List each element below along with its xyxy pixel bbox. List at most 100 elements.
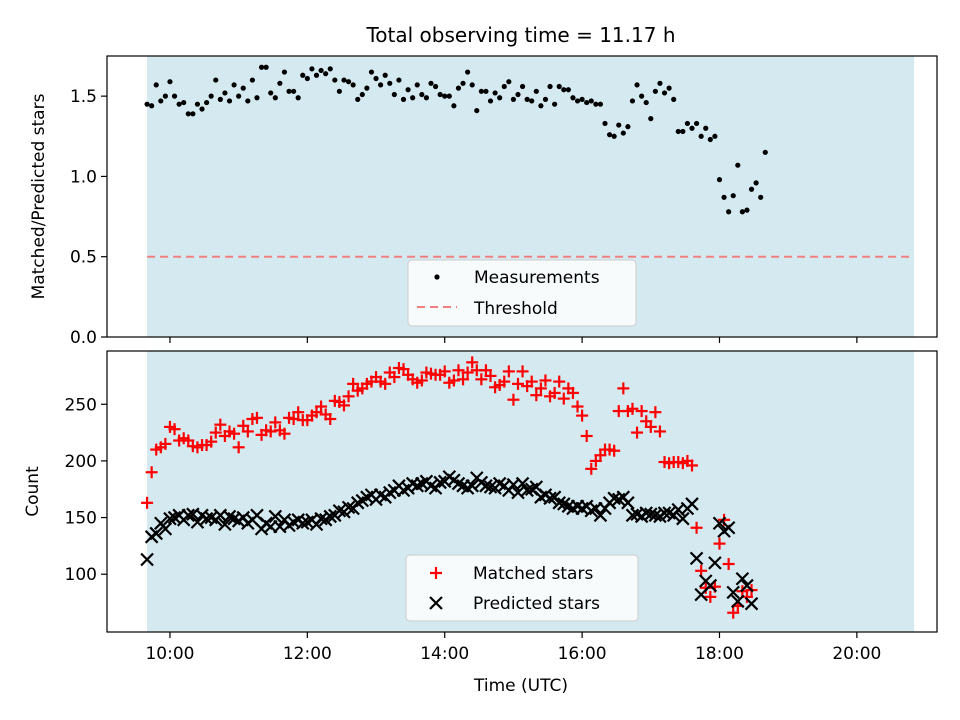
- bottom-y-tick-label: 250: [65, 395, 97, 415]
- x-stroke-b: [731, 594, 745, 609]
- measurement-point: [478, 88, 484, 94]
- matched-star-point: [649, 406, 662, 419]
- measurement-point: [181, 99, 187, 106]
- measurement-point: [584, 99, 590, 106]
- measurement-point: [236, 93, 242, 99]
- top-x-ticks: [169, 337, 858, 343]
- x-stroke-b: [433, 475, 447, 490]
- matched-star-point: [475, 373, 488, 386]
- predicted-star-point: [726, 585, 740, 600]
- x-stroke-b: [451, 476, 466, 491]
- matched-star-point: [516, 365, 529, 378]
- x-stroke-b: [227, 511, 241, 526]
- measurement-point: [423, 95, 430, 101]
- measurement-point: [281, 69, 288, 75]
- bottom-y-axis-label: Count: [23, 466, 43, 517]
- measurement-point: [382, 72, 388, 78]
- predicted-star-point: [520, 483, 534, 498]
- measurement-point: [639, 93, 645, 99]
- matched-star-point: [250, 411, 263, 424]
- matched-star-point: [635, 405, 648, 418]
- matched-star-point: [534, 382, 547, 395]
- top-panel: 0.0 0.5 1.0 1.5 Matched/Predicted stars Mea…: [29, 55, 938, 348]
- top-legend-box: [407, 259, 637, 327]
- matched-star-point: [228, 427, 241, 440]
- measurement-point: [735, 162, 741, 168]
- measurement-point: [524, 96, 530, 102]
- matched-star-point: [438, 365, 451, 378]
- measurement-point: [442, 93, 448, 99]
- measurement-point: [378, 82, 384, 88]
- matched-star-point: [530, 389, 543, 402]
- matched-star-point: [484, 369, 497, 382]
- measurement-point: [680, 128, 686, 135]
- x-stroke-b: [557, 497, 571, 511]
- legend-matched-label: Matched stars: [473, 564, 593, 584]
- matched-star-point: [159, 437, 172, 450]
- legend-threshold-label: Threshold: [473, 299, 558, 319]
- matched-star-point: [653, 425, 666, 438]
- measurement-point: [258, 64, 265, 70]
- measurement-point: [240, 85, 246, 91]
- matched-star-point: [525, 375, 538, 388]
- predicted-star-points: [140, 469, 759, 611]
- measurement-point: [277, 80, 283, 86]
- measurement-point: [460, 80, 466, 86]
- predicted-star-point: [140, 552, 154, 567]
- matched-star-point: [342, 390, 355, 403]
- predicted-star-point: [721, 520, 736, 535]
- matched-star-point: [466, 356, 479, 369]
- measurement-point: [162, 93, 168, 99]
- measurement-point: [405, 87, 411, 93]
- bottom-axes-frame: [106, 350, 938, 633]
- measurement-point: [570, 95, 576, 101]
- measurement-point: [373, 75, 379, 82]
- x-tick-label: 14:00: [420, 644, 469, 664]
- measurement-point: [648, 116, 654, 122]
- measurement-point: [465, 69, 471, 75]
- x-stroke-b: [515, 476, 530, 491]
- legend-predicted-label: Predicted stars: [473, 594, 600, 614]
- measurement-point: [304, 75, 310, 82]
- matched-star-point: [264, 425, 277, 438]
- predicted-star-point: [703, 578, 718, 593]
- x-stroke-b: [726, 585, 740, 600]
- x-tick-label: 10:00: [145, 644, 194, 664]
- matched-star-point: [722, 558, 735, 571]
- x-stroke-b: [621, 496, 635, 510]
- measurement-point: [593, 101, 599, 107]
- matched-star-point: [141, 496, 154, 509]
- measurement-point: [318, 67, 324, 74]
- measurement-point: [748, 186, 755, 192]
- top-y-tick-label: 1.0: [70, 167, 97, 187]
- measurement-point: [455, 85, 462, 91]
- predicted-star-point: [543, 491, 557, 506]
- legend-measurements-label: Measurements: [474, 268, 600, 288]
- x-stroke-b: [323, 509, 338, 524]
- x-axis-label: Time (UTC): [473, 676, 568, 696]
- measurement-point: [506, 79, 512, 85]
- measurement-point: [552, 101, 558, 107]
- measurement-point: [657, 80, 663, 86]
- matched-star-point: [214, 418, 227, 431]
- matched-star-point: [507, 393, 520, 406]
- measurement-point: [501, 83, 507, 90]
- measurement-point: [176, 101, 182, 107]
- measurement-point: [144, 101, 150, 107]
- x-stroke-b: [483, 480, 498, 494]
- x-tick-label: 18:00: [695, 644, 744, 664]
- measurement-point: [272, 95, 278, 101]
- measurement-point: [574, 98, 581, 104]
- measurement-point: [547, 83, 553, 90]
- legend-predicted-marker: [429, 596, 443, 610]
- matched-star-point: [502, 365, 515, 378]
- measurement-point: [588, 98, 594, 104]
- x-stroke-b: [140, 552, 154, 567]
- predicted-star-point: [465, 479, 479, 493]
- measurement-point: [510, 96, 517, 102]
- matched-star-point: [699, 581, 712, 594]
- x-stroke-b: [708, 556, 722, 570]
- matched-star-point: [461, 366, 474, 379]
- measurement-point: [249, 77, 255, 83]
- measurement-point: [190, 111, 196, 117]
